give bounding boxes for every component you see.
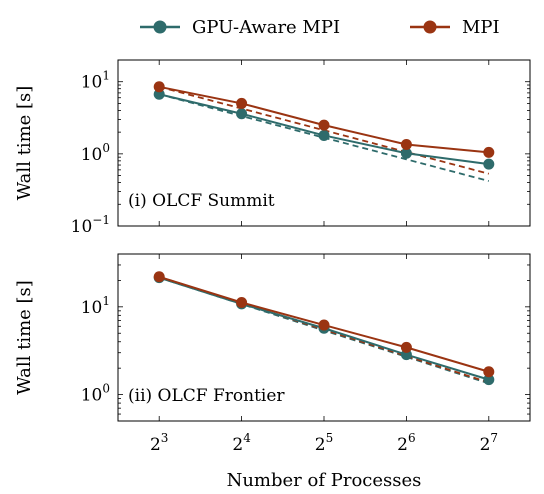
x-tick-label: 27 [480,431,498,455]
legend-swatch-marker [153,20,167,34]
data-point-mpi [483,146,495,158]
panel-annotation: (ii) OLCF Frontier [128,386,285,406]
x-tick-label: 26 [397,431,415,455]
series-line-mpi [159,85,489,154]
y-tick-label: 101 [81,294,110,318]
x-tick-label: 25 [315,431,333,455]
legend: GPU-Aware MPI MPI [140,17,500,38]
y-tick-label: 100 [81,382,110,406]
data-point-gpu-aware-mpi [236,108,248,120]
data-point-mpi [236,297,248,309]
legend-swatch-marker [423,20,437,34]
panel-annotation: (i) OLCF Summit [128,191,275,211]
data-point-mpi [400,341,412,353]
y-tick-label: 100 [81,141,110,165]
data-point-mpi [153,81,165,93]
legend-label: MPI [462,17,500,38]
y-axis-title: Wall time [s] [14,86,35,201]
data-point-mpi [318,119,330,131]
y-tick-label: 10−1 [71,213,110,237]
x-axis-title: Number of Processes [227,470,422,491]
x-tick-label: 24 [232,431,251,455]
data-point-mpi [236,97,248,109]
data-point-gpu-aware-mpi [483,158,495,170]
legend-item-mpi: MPI [410,17,500,38]
data-point-mpi [400,138,412,150]
panel-summit: 10−1 100 101 Wall time [s] (i) OLCF Summit [14,59,531,237]
data-point-gpu-aware-mpi [400,147,412,159]
x-axis: 23 24 25 26 27 Number of Processes [150,431,498,491]
legend-label: GPU-Aware MPI [192,17,340,38]
data-point-gpu-aware-mpi [483,374,495,386]
x-tick-label: 23 [150,431,168,455]
data-point-mpi [153,271,165,283]
data-point-mpi [483,366,495,378]
y-tick-label: 101 [81,69,110,93]
data-point-gpu-aware-mpi [318,129,330,141]
panel-frontier: 100 101 Wall time [s] (ii) OLCF Frontier [14,253,531,422]
legend-item-gpu-aware-mpi: GPU-Aware MPI [140,17,340,38]
y-axis-title: Wall time [s] [14,280,35,395]
data-point-mpi [318,319,330,331]
